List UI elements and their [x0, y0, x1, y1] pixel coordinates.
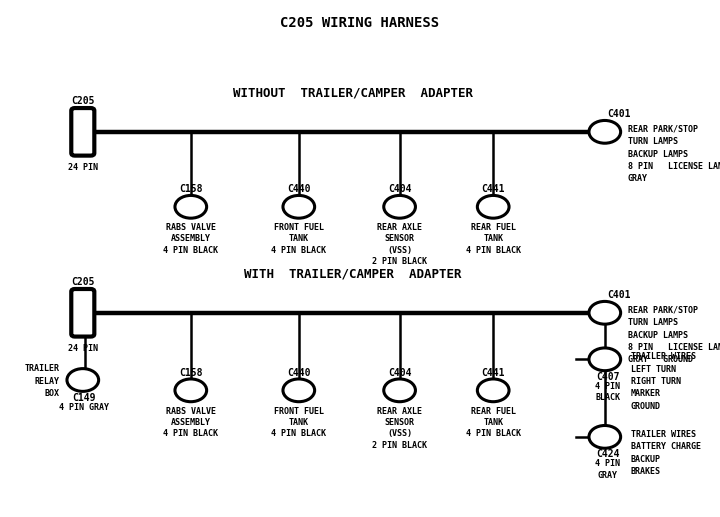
Text: C158: C158 — [179, 184, 202, 194]
Text: GRAY   GROUND: GRAY GROUND — [628, 355, 693, 364]
Text: 24 PIN: 24 PIN — [68, 344, 98, 353]
Text: WITH  TRAILER/CAMPER  ADAPTER: WITH TRAILER/CAMPER ADAPTER — [244, 267, 462, 281]
Text: TURN LAMPS: TURN LAMPS — [628, 318, 678, 327]
Text: REAR AXLE: REAR AXLE — [377, 223, 422, 232]
Circle shape — [283, 379, 315, 402]
Text: BRAKES: BRAKES — [631, 467, 661, 476]
Text: RELAY: RELAY — [35, 376, 60, 386]
Text: C205 WIRING HARNESS: C205 WIRING HARNESS — [280, 16, 440, 31]
Text: 4 PIN: 4 PIN — [595, 459, 620, 468]
Text: TANK: TANK — [483, 234, 503, 244]
Text: SENSOR: SENSOR — [384, 418, 415, 427]
Text: ASSEMBLY: ASSEMBLY — [171, 234, 211, 244]
Text: C440: C440 — [287, 184, 310, 194]
Text: TURN LAMPS: TURN LAMPS — [628, 137, 678, 146]
Circle shape — [589, 425, 621, 448]
Circle shape — [589, 120, 621, 143]
Text: REAR PARK/STOP: REAR PARK/STOP — [628, 306, 698, 315]
Text: BATTERY CHARGE: BATTERY CHARGE — [631, 442, 701, 451]
Text: TANK: TANK — [289, 234, 309, 244]
Text: C441: C441 — [482, 368, 505, 378]
Text: MARKER: MARKER — [631, 389, 661, 399]
Text: C401: C401 — [608, 290, 631, 300]
Text: 4 PIN BLACK: 4 PIN BLACK — [466, 246, 521, 255]
Circle shape — [589, 348, 621, 371]
Text: BACKUP LAMPS: BACKUP LAMPS — [628, 149, 688, 159]
Text: RABS VALVE: RABS VALVE — [166, 406, 216, 416]
Text: 2 PIN BLACK: 2 PIN BLACK — [372, 257, 427, 266]
Circle shape — [175, 379, 207, 402]
Text: REAR AXLE: REAR AXLE — [377, 406, 422, 416]
Text: GRAY: GRAY — [598, 470, 618, 480]
Text: 4 PIN: 4 PIN — [595, 382, 620, 391]
Text: GRAY: GRAY — [628, 174, 648, 184]
Text: C440: C440 — [287, 368, 310, 378]
Text: 4 PIN BLACK: 4 PIN BLACK — [163, 246, 218, 255]
Text: RIGHT TURN: RIGHT TURN — [631, 377, 680, 386]
Text: BLACK: BLACK — [595, 393, 620, 402]
Text: RABS VALVE: RABS VALVE — [166, 223, 216, 232]
Text: (VSS): (VSS) — [387, 429, 412, 438]
Text: 8 PIN   LICENSE LAMPS: 8 PIN LICENSE LAMPS — [628, 343, 720, 352]
Text: TANK: TANK — [483, 418, 503, 427]
Circle shape — [477, 379, 509, 402]
Text: C149: C149 — [73, 392, 96, 403]
Text: FRONT FUEL: FRONT FUEL — [274, 406, 324, 416]
Text: 2 PIN BLACK: 2 PIN BLACK — [372, 440, 427, 450]
Text: REAR FUEL: REAR FUEL — [471, 223, 516, 232]
Text: C401: C401 — [608, 109, 631, 119]
Text: TANK: TANK — [289, 418, 309, 427]
Text: C205: C205 — [71, 277, 94, 287]
Text: C158: C158 — [179, 368, 202, 378]
Text: C407: C407 — [596, 372, 619, 382]
Text: FRONT FUEL: FRONT FUEL — [274, 223, 324, 232]
Circle shape — [175, 195, 207, 218]
Text: BACKUP LAMPS: BACKUP LAMPS — [628, 330, 688, 340]
Text: 4 PIN BLACK: 4 PIN BLACK — [271, 246, 326, 255]
Text: TRAILER WIRES: TRAILER WIRES — [631, 430, 696, 439]
Text: C441: C441 — [482, 184, 505, 194]
Circle shape — [67, 369, 99, 391]
Text: (VSS): (VSS) — [387, 246, 412, 255]
Text: 4 PIN BLACK: 4 PIN BLACK — [271, 429, 326, 438]
Text: C404: C404 — [388, 368, 411, 378]
Circle shape — [589, 301, 621, 324]
Text: BACKUP: BACKUP — [631, 454, 661, 464]
Text: WITHOUT  TRAILER/CAMPER  ADAPTER: WITHOUT TRAILER/CAMPER ADAPTER — [233, 86, 473, 100]
Circle shape — [283, 195, 315, 218]
Text: C205: C205 — [71, 96, 94, 107]
Text: BOX: BOX — [45, 389, 60, 398]
Circle shape — [384, 379, 415, 402]
Circle shape — [384, 195, 415, 218]
Text: REAR PARK/STOP: REAR PARK/STOP — [628, 125, 698, 134]
Text: 8 PIN   LICENSE LAMPS: 8 PIN LICENSE LAMPS — [628, 162, 720, 171]
FancyBboxPatch shape — [71, 289, 94, 337]
Circle shape — [477, 195, 509, 218]
Text: 24 PIN: 24 PIN — [68, 163, 98, 172]
Text: 4 PIN GRAY: 4 PIN GRAY — [59, 403, 109, 413]
FancyBboxPatch shape — [71, 108, 94, 156]
Text: C404: C404 — [388, 184, 411, 194]
Text: SENSOR: SENSOR — [384, 234, 415, 244]
Text: REAR FUEL: REAR FUEL — [471, 406, 516, 416]
Text: C424: C424 — [596, 449, 619, 460]
Text: 4 PIN BLACK: 4 PIN BLACK — [466, 429, 521, 438]
Text: TRAILER WIRES: TRAILER WIRES — [631, 352, 696, 361]
Text: GROUND: GROUND — [631, 402, 661, 411]
Text: 4 PIN BLACK: 4 PIN BLACK — [163, 429, 218, 438]
Text: LEFT TURN: LEFT TURN — [631, 364, 676, 374]
Text: ASSEMBLY: ASSEMBLY — [171, 418, 211, 427]
Text: TRAILER: TRAILER — [24, 364, 60, 373]
